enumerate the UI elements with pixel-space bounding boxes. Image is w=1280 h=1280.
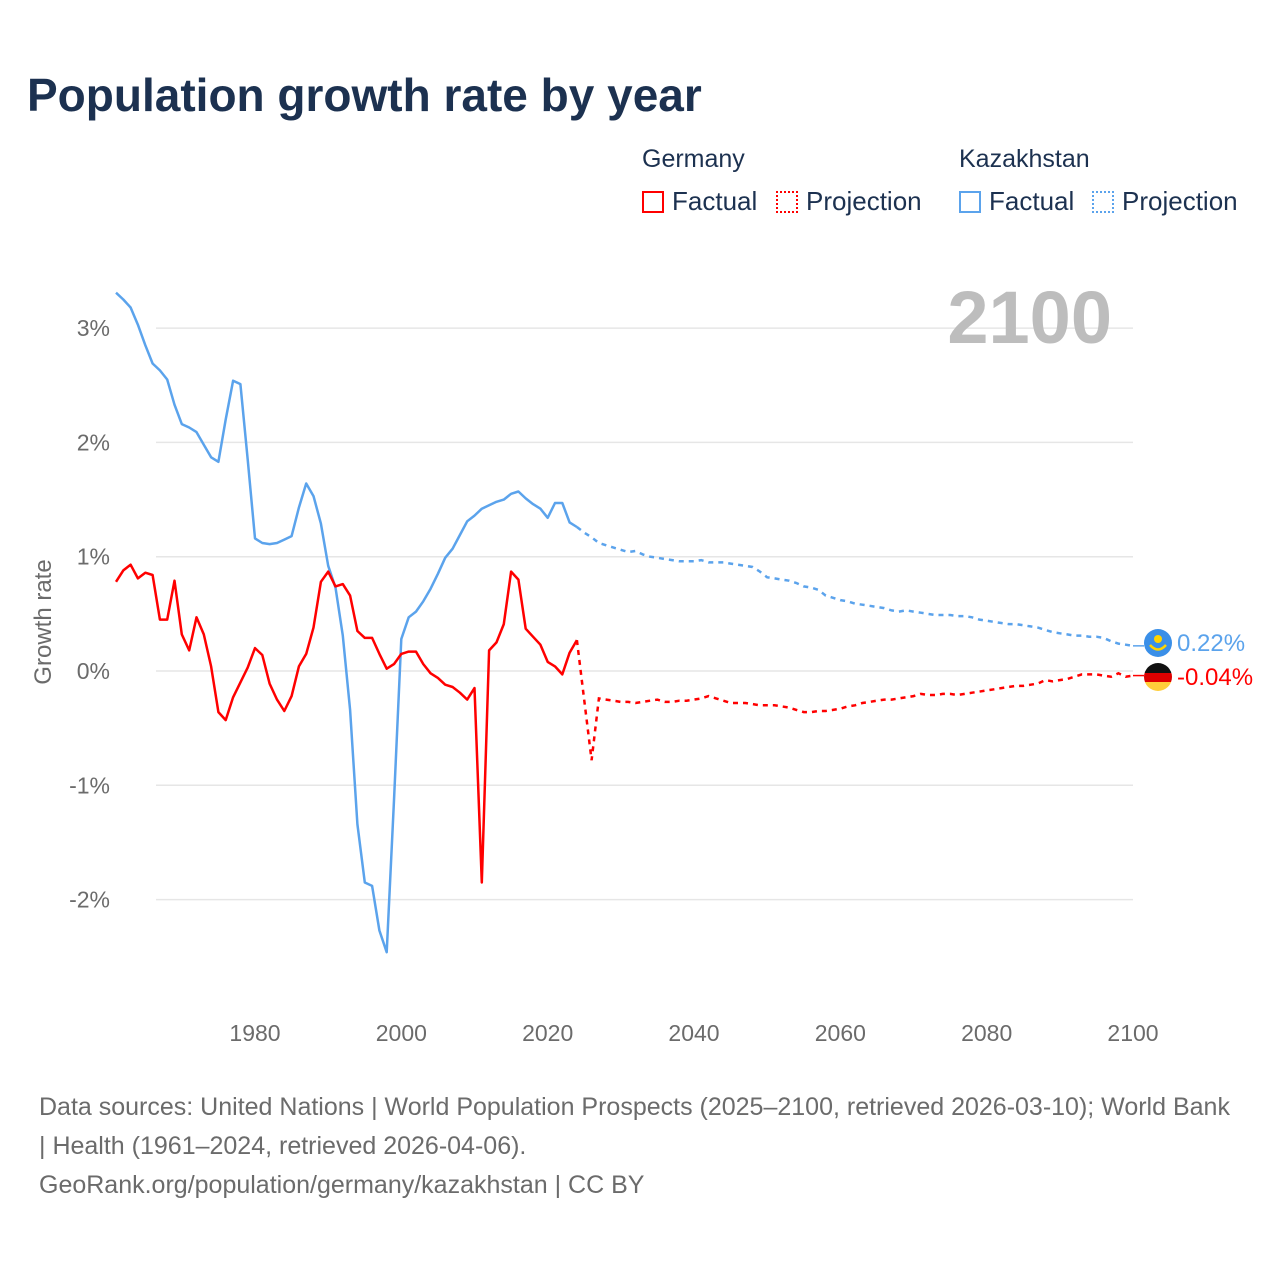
germany-end-value: -0.04% xyxy=(1177,664,1253,691)
kazakhstan-end-value: 0.22% xyxy=(1177,630,1245,657)
x-tick-label: 1980 xyxy=(229,1020,280,1046)
legend-group-kazakhstan: Kazakhstan xyxy=(959,145,1090,173)
legend-germany-projection[interactable]: Projection xyxy=(776,186,922,217)
legend-swatch-dotted xyxy=(776,190,798,213)
x-tick-label: 2100 xyxy=(1107,1020,1158,1046)
legend-label: Factual xyxy=(989,186,1075,216)
legend-label: Projection xyxy=(1122,186,1238,216)
y-tick-label: 3% xyxy=(77,315,110,341)
year-watermark: 2100 xyxy=(947,276,1112,359)
y-tick-label: -1% xyxy=(69,772,110,798)
kazakhstan-factual-line xyxy=(115,291,578,954)
kazakhstan-flag-icon xyxy=(1144,629,1172,657)
germany-projection-line xyxy=(575,639,1134,761)
y-tick-label: 1% xyxy=(77,544,110,570)
legend-germany-factual[interactable]: Factual xyxy=(642,186,757,217)
chart-title: Population growth rate by year xyxy=(27,69,702,121)
legend-kazakhstan-projection[interactable]: Projection xyxy=(1092,186,1238,217)
legend-swatch-solid xyxy=(642,190,664,213)
footer: Data sources: United Nations | World Pop… xyxy=(39,1088,1239,1205)
germany-flag-icon xyxy=(1144,663,1172,691)
y-tick-label: 0% xyxy=(77,658,110,684)
legend-kazakhstan-factual[interactable]: Factual xyxy=(959,186,1074,217)
data-sources: Data sources: United Nations | World Pop… xyxy=(39,1093,1230,1160)
legend-swatch-dotted xyxy=(1092,190,1114,213)
germany-factual-line xyxy=(114,563,578,884)
legend-label: Factual xyxy=(672,186,758,216)
x-tick-label: 2080 xyxy=(961,1020,1012,1046)
legend-label: Projection xyxy=(806,186,922,216)
credit-link[interactable]: GeoRank.org/population/germany/kazakhsta… xyxy=(39,1171,645,1199)
x-tick-label: 2060 xyxy=(815,1020,866,1046)
x-tick-label: 2020 xyxy=(522,1020,573,1046)
legend-swatch-solid xyxy=(959,190,981,213)
kazakhstan-projection-line xyxy=(576,526,1134,648)
y-tick-label: 2% xyxy=(77,429,110,455)
x-tick-label: 2000 xyxy=(376,1020,427,1046)
legend-group-germany: Germany xyxy=(642,145,745,173)
y-tick-label: -2% xyxy=(69,887,110,913)
y-axis-label: Growth rate xyxy=(30,559,57,684)
x-tick-label: 2040 xyxy=(668,1020,719,1046)
